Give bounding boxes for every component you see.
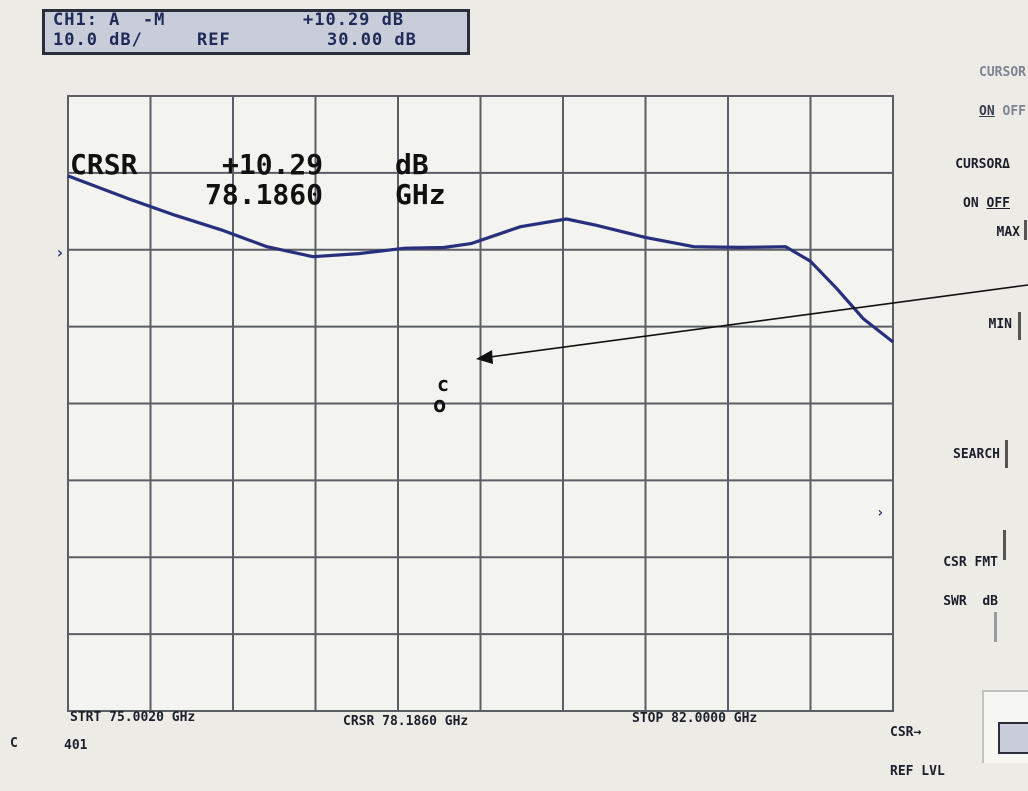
softkey-csr-ref-line2: REF LVL — [890, 764, 945, 779]
softkey-cursor[interactable]: CURSOR ON OFF — [946, 40, 1026, 131]
softkey-cursor-on: ON — [979, 104, 995, 119]
cursor-readout-freq-unit: GHz — [395, 178, 446, 211]
header-scale: 10.0 dB/ — [53, 30, 143, 50]
softkey-csr-ref-line1: CSR→ — [890, 725, 922, 740]
analyzer-screen: › › c o — [55, 95, 1028, 712]
softkey-csr-fmt-line1: CSR FMT — [943, 555, 998, 570]
softkey-min[interactable]: MIN — [988, 317, 1012, 332]
softkey-search[interactable]: SEARCH — [953, 447, 1000, 462]
softkey-blank-bar — [994, 612, 997, 642]
softkey-max-bar — [1024, 220, 1027, 240]
softkey-cursor-off: OFF — [1002, 104, 1026, 119]
footer-stop-frequency: STOP 82.0000 GHz — [632, 711, 758, 726]
softkey-cursor-delta-label: CURSORΔ — [955, 157, 1010, 172]
cursor-marker: c — [437, 372, 449, 396]
softkey-cursor-delta-on: ON — [963, 196, 979, 211]
cursor-readout-frequency: 78.1860 — [205, 178, 324, 211]
softkey-search-bar — [1005, 440, 1008, 468]
cursor-readout-label: CRSR — [70, 148, 138, 181]
softkey-max[interactable]: MAX — [996, 225, 1020, 240]
footer-model: 401 — [64, 738, 88, 753]
graticule-grid — [68, 96, 893, 711]
annotation-arrowhead-icon — [476, 350, 493, 364]
softkey-csr-ref[interactable]: CSR→ REF LVL — [890, 700, 966, 791]
reference-marker-icon: › — [55, 243, 65, 262]
softkey-csr-fmt-line2: SWR dB — [943, 594, 998, 609]
header-marker-value: +10.29 dB — [303, 10, 405, 30]
softkey-cursor-state: ON OFF — [946, 105, 1026, 118]
trace-line — [67, 174, 894, 344]
footer-start-frequency: STRT 75.0020 GHz — [70, 710, 196, 725]
cursor-readout-value: +10.29 — [222, 148, 324, 181]
corner-display-fragment — [982, 690, 1028, 763]
end-marker-icon: › — [876, 505, 884, 521]
header-ref-label: REF — [197, 30, 231, 50]
softkey-cursor-delta-state: ON OFF — [924, 197, 1010, 210]
softkey-cursor-delta[interactable]: CURSORΔ ON OFF — [924, 132, 1010, 223]
softkey-csr-fmt[interactable]: CSR FMT SWR dB — [892, 530, 998, 621]
footer-cursor-frequency: CRSR 78.1860 GHz — [343, 714, 469, 729]
annotation-arrow — [489, 284, 1028, 358]
softkey-min-bar — [1018, 312, 1021, 340]
header-channel: CH1: A -M — [53, 10, 166, 30]
cursor-readout-unit: dB — [395, 148, 429, 181]
footer-left-code: C — [10, 736, 18, 751]
header-ref-value: 30.00 dB — [327, 30, 417, 50]
cursor-marker-dot: o — [433, 393, 446, 418]
softkey-cursor-delta-off: OFF — [986, 196, 1010, 211]
softkey-csr-fmt-bar — [1003, 530, 1006, 560]
softkey-cursor-label: CURSOR — [979, 65, 1026, 80]
header-box: CH1: A -M +10.29 dB 10.0 dB/ REF 30.00 d… — [42, 9, 470, 55]
corner-box — [998, 722, 1028, 754]
